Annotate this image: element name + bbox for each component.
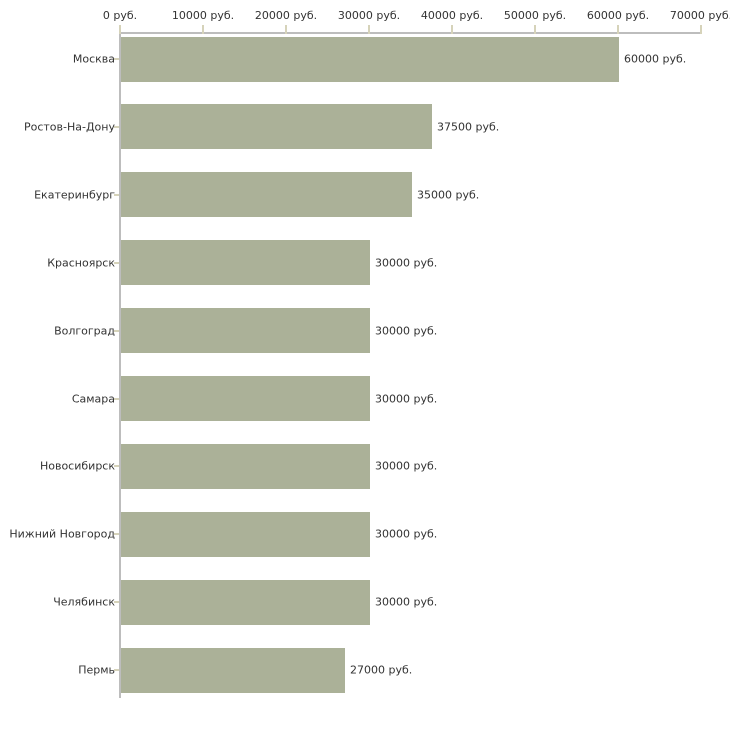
y-axis-tick-mark bbox=[114, 58, 119, 60]
bar-value-label: 27000 руб. bbox=[350, 663, 413, 677]
y-axis-tick-mark bbox=[114, 194, 119, 196]
x-axis-tick-label: 20000 руб. bbox=[254, 9, 318, 22]
bar-10 bbox=[121, 648, 345, 693]
category-label: Новосибирск bbox=[39, 459, 115, 473]
bar-2 bbox=[121, 104, 432, 149]
bar-8 bbox=[121, 512, 370, 557]
y-axis-tick-mark bbox=[114, 330, 119, 332]
bar-6 bbox=[121, 376, 370, 421]
category-label: Нижний Новгород bbox=[9, 527, 115, 541]
bar-1 bbox=[121, 37, 619, 82]
bar-value-label: 30000 руб. bbox=[375, 392, 438, 406]
x-axis-tick-mark bbox=[202, 25, 204, 34]
x-axis-tick-label: 50000 руб. bbox=[503, 9, 567, 22]
x-axis-tick-mark bbox=[534, 25, 536, 34]
bar-3 bbox=[121, 172, 412, 217]
x-axis-tick-label: 70000 руб. bbox=[669, 9, 730, 22]
y-axis-tick-mark bbox=[114, 533, 119, 535]
category-label: Волгоград bbox=[54, 324, 115, 338]
x-axis-tick-mark bbox=[285, 25, 287, 34]
y-axis-tick-mark bbox=[114, 126, 119, 128]
bar-value-label: 60000 руб. bbox=[624, 52, 687, 66]
bar-value-label: 30000 руб. bbox=[375, 324, 438, 338]
x-axis-tick-label: 40000 руб. bbox=[420, 9, 484, 22]
x-axis-tick-mark bbox=[368, 25, 370, 34]
y-axis-tick-mark bbox=[114, 262, 119, 264]
y-axis-tick-mark bbox=[114, 601, 119, 603]
bar-value-label: 35000 руб. bbox=[417, 188, 480, 202]
x-axis-tick-label: 10000 руб. bbox=[171, 9, 235, 22]
y-axis-tick-mark bbox=[114, 465, 119, 467]
x-axis-tick-mark bbox=[617, 25, 619, 34]
category-label: Москва bbox=[72, 52, 115, 66]
bar-4 bbox=[121, 240, 370, 285]
x-axis-tick-label: 0 руб. bbox=[102, 9, 138, 22]
y-axis-line bbox=[119, 32, 121, 698]
bar-9 bbox=[121, 580, 370, 625]
x-axis-tick-label: 30000 руб. bbox=[337, 9, 401, 22]
y-axis-tick-mark bbox=[114, 398, 119, 400]
bar-value-label: 30000 руб. bbox=[375, 256, 438, 270]
category-label: Пермь bbox=[78, 663, 115, 677]
bar-5 bbox=[121, 308, 370, 353]
category-label: Самара bbox=[71, 392, 115, 406]
x-axis-tick-mark bbox=[119, 25, 121, 34]
bar-value-label: 30000 руб. bbox=[375, 595, 438, 609]
x-axis-tick-label: 60000 руб. bbox=[586, 9, 650, 22]
category-label: Ростов-На-Дону bbox=[23, 120, 115, 134]
x-axis-tick-mark bbox=[451, 25, 453, 34]
x-axis-line bbox=[119, 32, 702, 34]
bar-value-label: 30000 руб. bbox=[375, 459, 438, 473]
y-axis-tick-mark bbox=[114, 669, 119, 671]
x-axis-tick-mark bbox=[700, 25, 702, 34]
bar-value-label: 37500 руб. bbox=[437, 120, 500, 134]
category-label: Красноярск bbox=[47, 256, 115, 270]
bar-7 bbox=[121, 444, 370, 489]
bar-value-label: 30000 руб. bbox=[375, 527, 438, 541]
category-label: Челябинск bbox=[53, 595, 115, 609]
category-label: Екатеринбург bbox=[34, 188, 115, 202]
